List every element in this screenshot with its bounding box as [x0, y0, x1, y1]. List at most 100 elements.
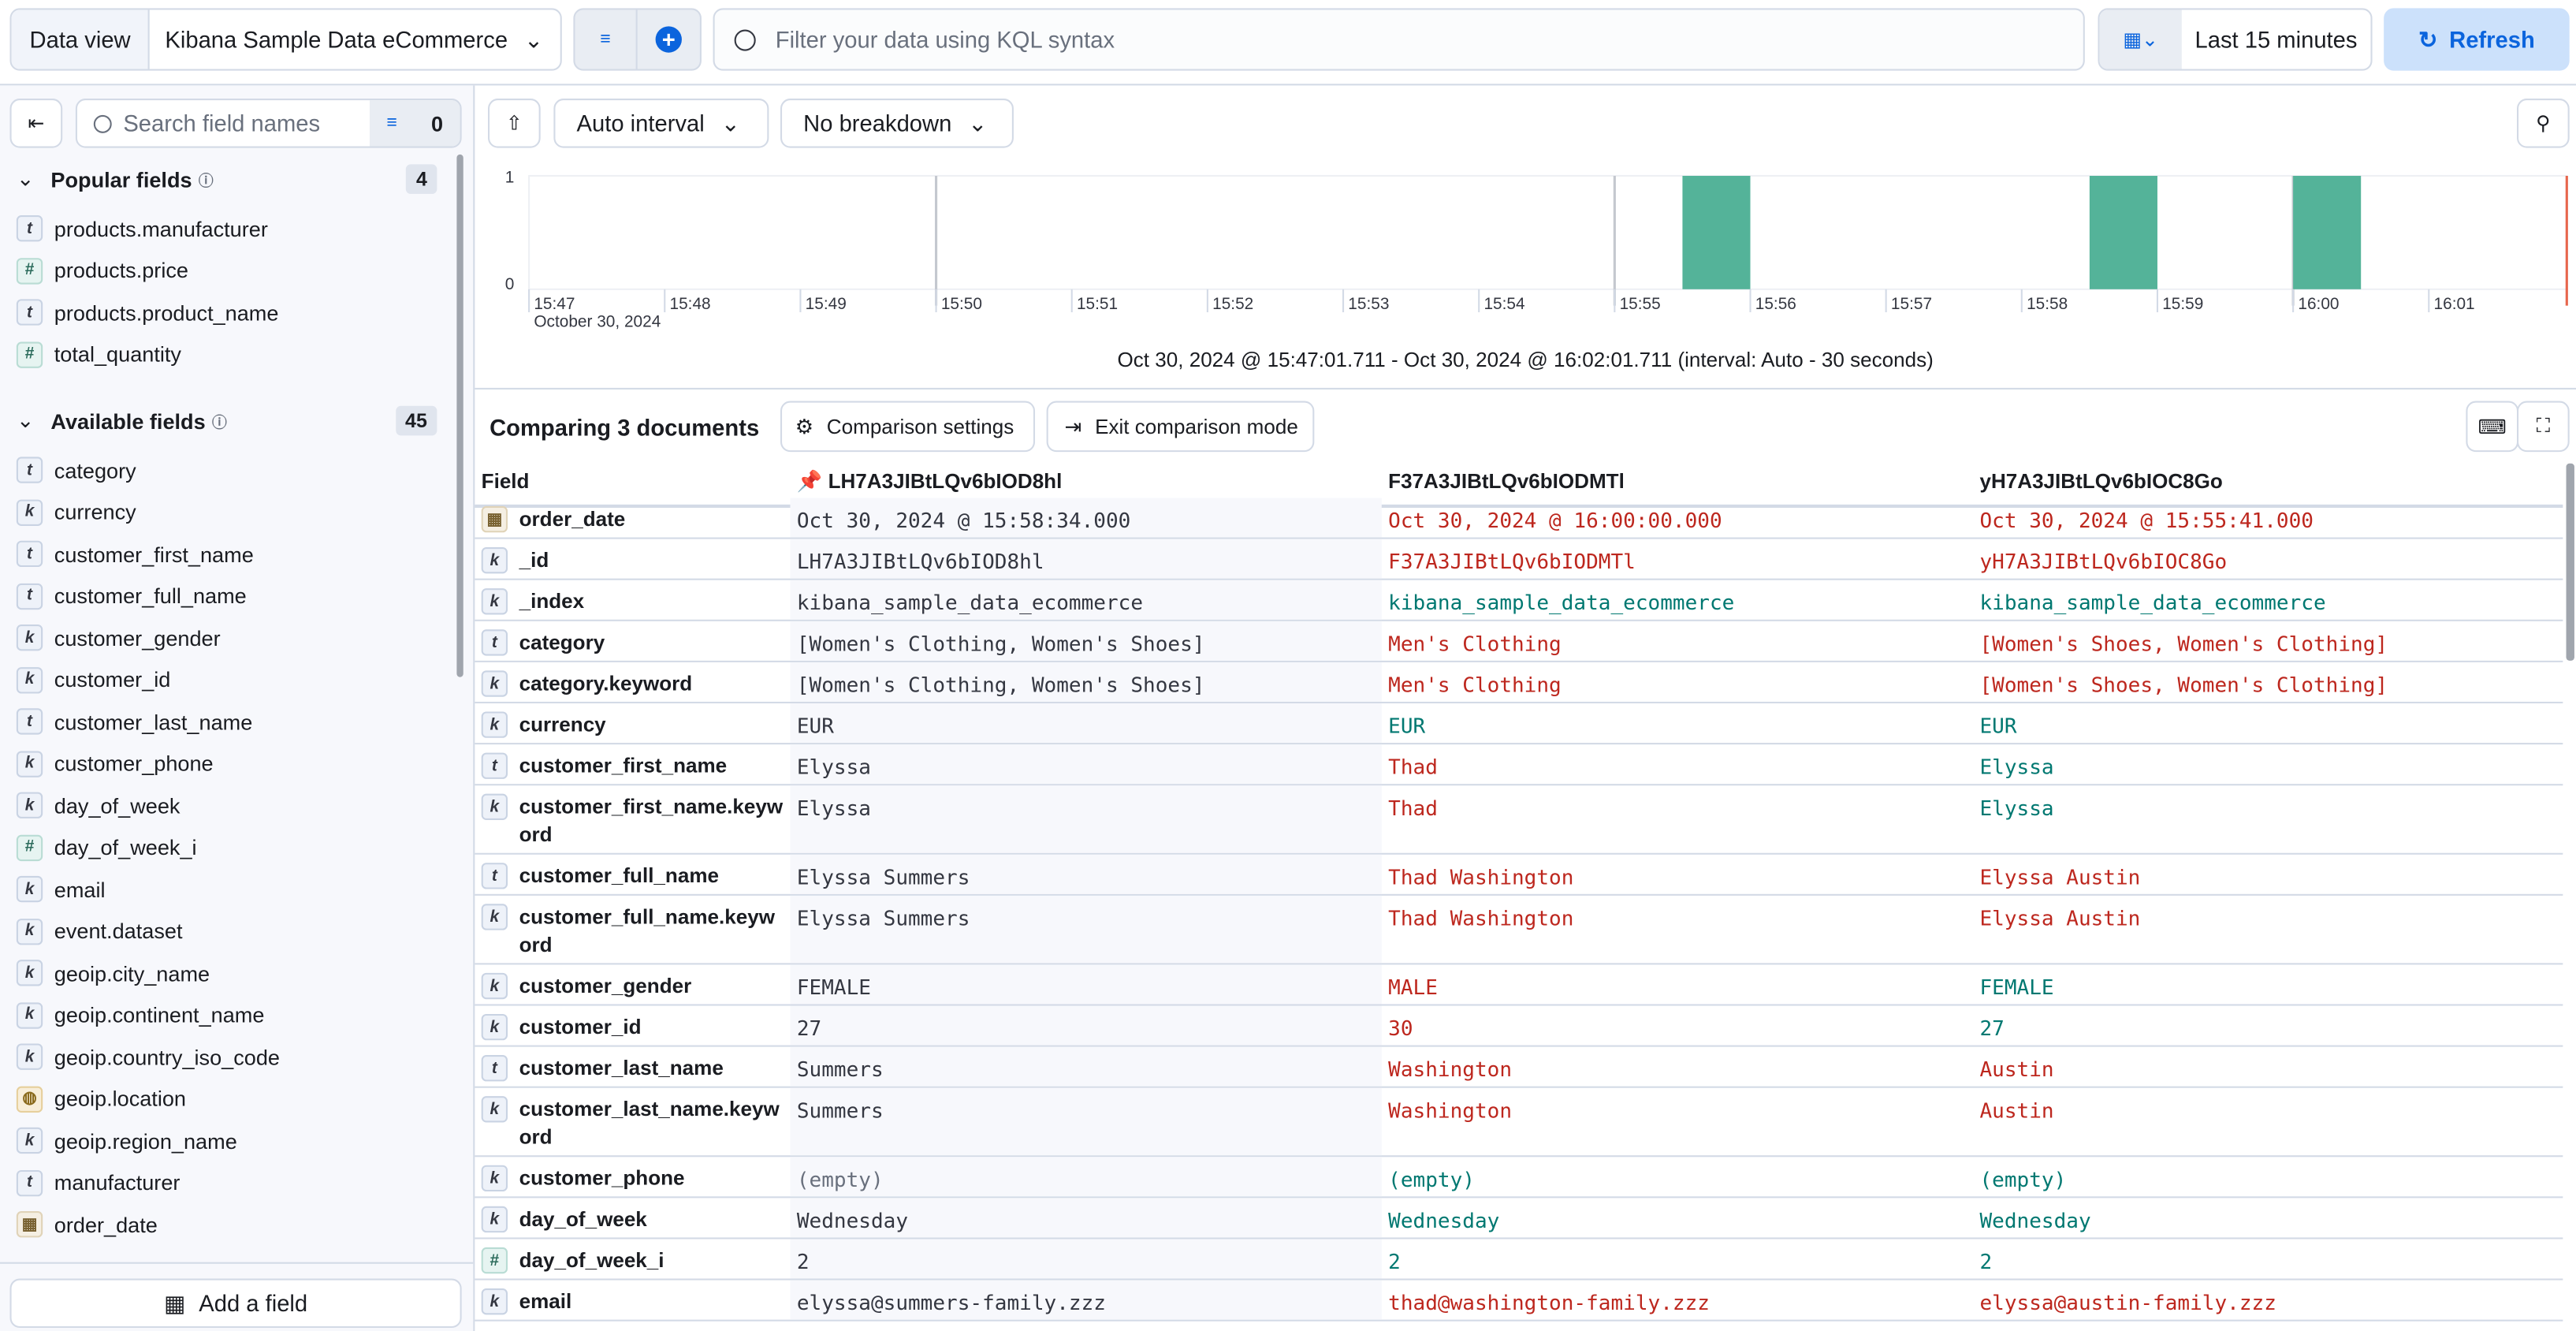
x-tick-label: 16:01	[2434, 295, 2475, 313]
field-list-item[interactable]: k currency	[16, 495, 136, 528]
field-name: customer_phone	[54, 751, 214, 776]
exit-comparison-button[interactable]: ⇥ Exit comparison mode	[1046, 401, 1315, 453]
value-cell: MALE	[1388, 974, 1438, 1000]
keyword-type-icon: k	[16, 1127, 43, 1154]
text-type-icon: t	[481, 752, 508, 779]
fullscreen-button[interactable]: ⛶	[2516, 401, 2570, 453]
value-cell: Men's Clothing	[1388, 672, 1562, 697]
field-list-item[interactable]: ▦ order_date	[16, 1208, 158, 1241]
column-header-doc-2[interactable]: F37A3JIBtLQv6bIODMTl	[1388, 470, 1625, 494]
field-list-item[interactable]: t manufacturer	[16, 1166, 181, 1199]
value-cell: Oct 30, 2024 @ 16:00:00.000	[1388, 508, 1722, 533]
breakdown-select[interactable]: No breakdown ⌄	[780, 99, 1014, 148]
value-cell: Elyssa Summers	[790, 895, 1382, 964]
divider	[475, 387, 2576, 390]
field-list-item[interactable]: k email	[16, 873, 106, 906]
popular-fields-header[interactable]: ⌄ Popular fields ⓘ 4	[17, 164, 437, 194]
field-search-input[interactable]: Search field names ≡ 0	[75, 99, 462, 148]
field-list-item[interactable]: ◍ geoip.location	[16, 1082, 186, 1115]
field-cell: t customer_first_name	[475, 744, 790, 784]
refresh-button[interactable]: ↻ Refresh	[2384, 8, 2570, 71]
interval-select[interactable]: Auto interval ⌄	[553, 99, 769, 148]
x-tick-label: 15:50	[941, 295, 982, 313]
field-list-item[interactable]: k event.dataset	[16, 915, 183, 948]
histogram-chart: 0 1 15:47 15:48 15:49 15:50 15:51 15:52 15:53 15:…	[505, 168, 2568, 331]
value-cell: Elyssa Austin	[1979, 905, 2141, 930]
value-cell: Summers	[790, 1087, 1382, 1156]
add-field-button[interactable]: ▦ Add a field	[9, 1278, 462, 1329]
value-cell: Elyssa	[1979, 754, 2054, 779]
comparison-settings-button[interactable]: ⚙ Comparison settings	[780, 401, 1036, 453]
sidebar-scrollbar[interactable]	[456, 154, 463, 677]
field-list-item[interactable]: k day_of_week	[16, 789, 181, 822]
field-list-item[interactable]: k geoip.region_name	[16, 1124, 237, 1158]
value-cell: 2	[790, 1239, 1382, 1279]
field-cell: k customer_gender	[475, 964, 790, 1004]
keyword-type-icon: k	[481, 972, 508, 1000]
field-name: _id	[519, 549, 549, 572]
field-cell: k _id	[475, 539, 790, 579]
x-date-label: October 30, 2024	[534, 313, 661, 331]
data-view-label: Data view	[11, 9, 151, 69]
field-list-item[interactable]: k geoip.city_name	[16, 956, 210, 990]
x-tick-label: 15:47	[534, 295, 575, 313]
keyword-type-icon: k	[16, 624, 43, 651]
table-row: # day_of_week_i 2 2 2	[475, 1239, 2563, 1281]
value-cell: 27	[1979, 1016, 2005, 1041]
field-list-item[interactable]: t products.manufacturer	[16, 212, 268, 245]
field-name: geoip.country_iso_code	[54, 1044, 280, 1069]
field-search-placeholder: Search field names	[123, 110, 321, 136]
field-list-item[interactable]: k geoip.country_iso_code	[16, 1040, 280, 1073]
table-header: Field 📌 LH7A3JIBtLQv6bIOD8hl F37A3JIBtLQ…	[475, 460, 2563, 509]
available-fields-header[interactable]: ⌄ Available fields ⓘ 45	[17, 405, 437, 436]
field-cell: t category	[475, 621, 790, 661]
x-tick-label: 16:00	[2298, 295, 2339, 313]
field-name: customer_phone	[519, 1166, 685, 1190]
column-header-doc-3[interactable]: yH7A3JIBtLQv6bIOC8Go	[1979, 470, 2223, 494]
field-list-item[interactable]: k customer_gender	[16, 621, 221, 654]
value-cell: Wednesday	[1979, 1207, 2091, 1233]
field-name: category.keyword	[519, 672, 693, 695]
table-row: k customer_last_name.keyword Summers Washin…	[475, 1087, 2563, 1158]
field-list-item[interactable]: k customer_id	[16, 663, 171, 696]
keyword-type-icon: k	[16, 498, 43, 525]
x-tick-label: 15:58	[2027, 295, 2068, 313]
field-list-item[interactable]: # products.price	[16, 254, 188, 287]
field-name: customer_last_name.keyword	[519, 1098, 780, 1149]
visualize-button[interactable]: ⚲	[2516, 99, 2570, 148]
text-type-icon: t	[481, 863, 508, 889]
keyboard-shortcuts-button[interactable]: ⌨	[2466, 401, 2519, 453]
query-input[interactable]: Filter your data using KQL syntax	[713, 8, 2085, 71]
time-range: Last 15 minutes	[2194, 26, 2358, 53]
field-list-item[interactable]: t customer_last_name	[16, 705, 252, 738]
field-name: category	[519, 631, 605, 654]
add-filter-icon[interactable]: +	[638, 26, 700, 53]
collapse-sidebar-button[interactable]: ⇤	[9, 99, 63, 148]
table-row: t customer_last_name Summers Washington Aust…	[475, 1046, 2563, 1088]
column-header-doc-1[interactable]: 📌 LH7A3JIBtLQv6bIOD8hl	[791, 460, 1382, 505]
value-cell: Thad Washington	[1388, 905, 1574, 930]
date-picker[interactable]: ▦⌄ Last 15 minutes	[2098, 8, 2373, 71]
calendar-icon[interactable]: ▦⌄	[2099, 9, 2182, 69]
field-list-item[interactable]: k customer_phone	[16, 747, 214, 780]
pin-icon[interactable]: 📌	[796, 470, 823, 494]
field-list-item[interactable]: t products.product_name	[16, 296, 278, 329]
field-list-item[interactable]: t category	[16, 453, 136, 487]
table-scrollbar[interactable]	[2566, 463, 2574, 661]
data-view-picker[interactable]: Data view Kibana Sample Data eCommerce ⌄	[9, 8, 562, 71]
field-name: customer_full_name.keyword	[519, 905, 775, 957]
chart-options-button[interactable]: ⇧	[488, 99, 541, 148]
field-list-item[interactable]: t customer_first_name	[16, 538, 254, 571]
field-list-item[interactable]: # day_of_week_i	[16, 831, 197, 864]
field-list-item[interactable]: k geoip.continent_name	[16, 998, 264, 1031]
value-cell: Wednesday	[1388, 1207, 1500, 1233]
field-name: day_of_week	[54, 792, 181, 818]
field-filter-button[interactable]: ≡ 0	[369, 100, 460, 147]
filter-menu-icon[interactable]: ≡	[575, 9, 638, 69]
field-list-item[interactable]: t customer_full_name	[16, 580, 247, 613]
field-name: customer_gender	[519, 974, 692, 998]
count-badge: 4	[406, 164, 437, 194]
field-list-item[interactable]: # total_quantity	[16, 337, 181, 371]
text-type-icon: t	[481, 1055, 508, 1082]
table-row: t category [Women's Clothing, Women's Shoe…	[475, 621, 2563, 662]
